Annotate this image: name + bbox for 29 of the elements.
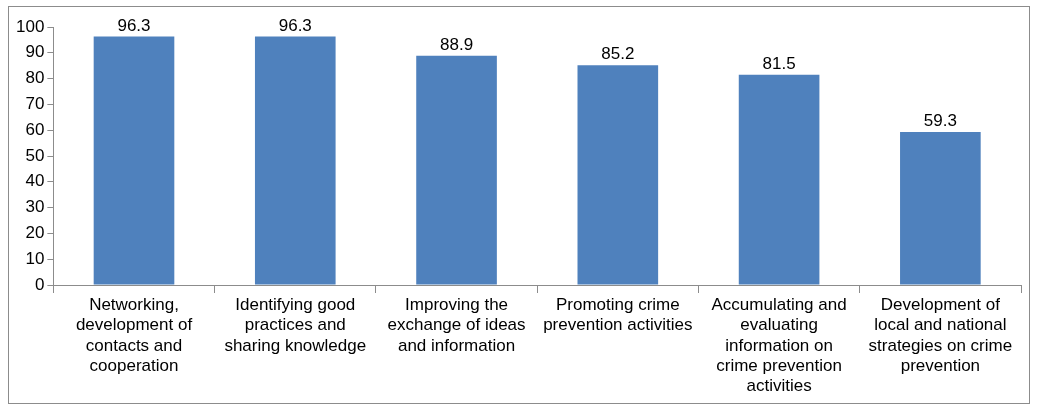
- y-tick-label: 30: [25, 197, 45, 217]
- y-tick-label: 40: [25, 171, 45, 191]
- y-tick-label: 60: [25, 119, 45, 139]
- x-tick-label: Identifying good practices and sharing knowledge: [224, 294, 367, 355]
- data-label: 88.9: [440, 34, 474, 54]
- y-tick-label: 20: [25, 223, 45, 243]
- y-tick-label: 100: [15, 16, 45, 36]
- data-label: 59.3: [923, 111, 957, 131]
- bar: [738, 74, 820, 285]
- y-tick-label: 90: [25, 42, 45, 62]
- data-label: 96.3: [278, 15, 312, 35]
- x-tick-label: Networking, development of contacts and cooperation: [75, 294, 193, 376]
- x-tick-label: Development of local and national strategies on crime prevention: [868, 294, 1013, 376]
- bar: [416, 55, 497, 285]
- y-tick-label: 10: [25, 248, 45, 268]
- y-tick-label: 50: [25, 145, 45, 165]
- x-tick-label: Promoting crime prevention activities: [543, 294, 693, 335]
- bar: [900, 132, 981, 285]
- bar: [577, 65, 659, 285]
- data-label: 96.3: [117, 15, 151, 35]
- y-tick-label: 80: [25, 68, 45, 88]
- data-label: 85.2: [601, 44, 635, 64]
- bar: [93, 36, 175, 285]
- y-tick-label: 70: [25, 94, 45, 114]
- data-label: 81.5: [762, 53, 796, 73]
- bar: [254, 36, 336, 285]
- x-tick-label: Improving the exchange of ideas and information: [387, 294, 526, 355]
- y-tick-label: 0: [34, 274, 45, 294]
- x-tick-label: Accumulating and evaluating information on crime prevention activities: [711, 294, 847, 396]
